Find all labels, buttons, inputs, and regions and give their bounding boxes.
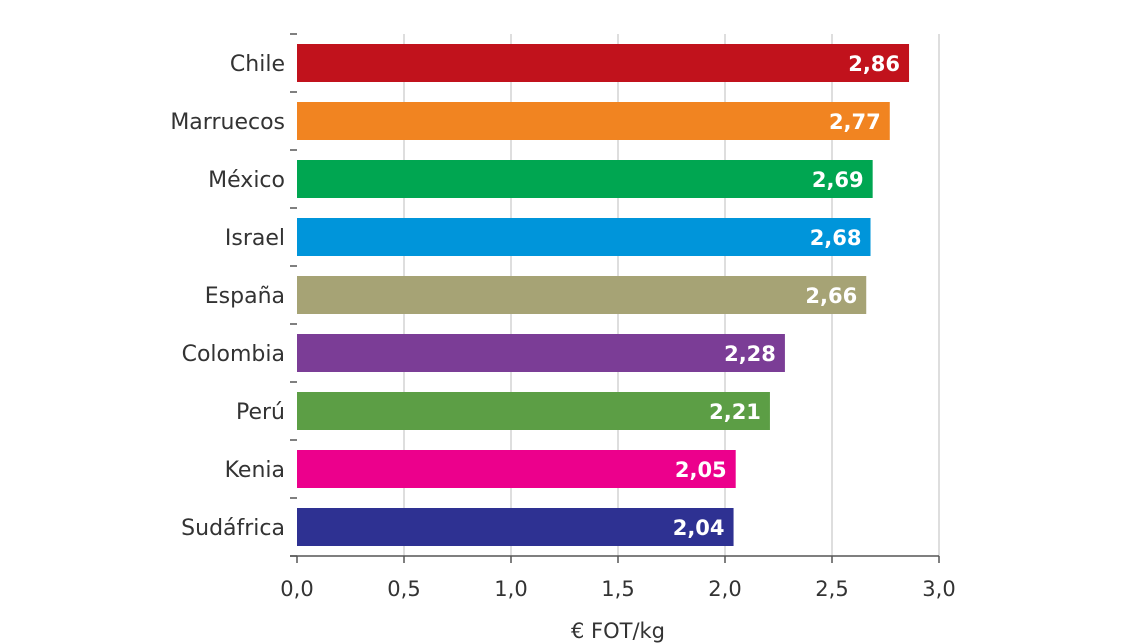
x-axis-label: € FOT/kg <box>571 619 665 643</box>
bar-kenia <box>297 450 736 488</box>
x-tick-label: 1,0 <box>494 577 527 601</box>
value-label: 2,04 <box>673 516 725 540</box>
value-label: 2,77 <box>829 110 881 134</box>
bar-israel <box>297 218 871 256</box>
value-label: 2,05 <box>675 458 727 482</box>
x-tick-label: 0,0 <box>280 577 313 601</box>
bar-méxico <box>297 160 873 198</box>
category-label: Sudáfrica <box>181 516 285 541</box>
value-label: 2,68 <box>810 226 862 250</box>
x-tick-label: 1,5 <box>601 577 634 601</box>
value-label: 2,69 <box>812 168 864 192</box>
value-label: 2,21 <box>709 400 761 424</box>
x-tick-label: 2,0 <box>708 577 741 601</box>
category-label: México <box>208 168 285 193</box>
bar-colombia <box>297 334 785 372</box>
category-label: Perú <box>236 400 285 425</box>
category-label: Colombia <box>182 342 285 367</box>
bar-españa <box>297 276 867 314</box>
bar-marruecos <box>297 102 890 140</box>
x-tick-label: 3,0 <box>922 577 955 601</box>
bar-chile <box>297 44 910 82</box>
x-tick-label: 2,5 <box>815 577 848 601</box>
category-label: Israel <box>225 226 285 251</box>
category-label: Marruecos <box>170 110 285 135</box>
value-label: 2,66 <box>805 284 857 308</box>
value-label: 2,28 <box>724 342 776 366</box>
bar-sudáfrica <box>297 508 734 546</box>
category-label: Chile <box>230 52 285 77</box>
category-label: España <box>205 284 285 309</box>
x-tick-label: 0,5 <box>387 577 420 601</box>
value-label: 2,86 <box>848 52 900 76</box>
category-label: Kenia <box>225 458 285 483</box>
bar-perú <box>297 392 770 430</box>
